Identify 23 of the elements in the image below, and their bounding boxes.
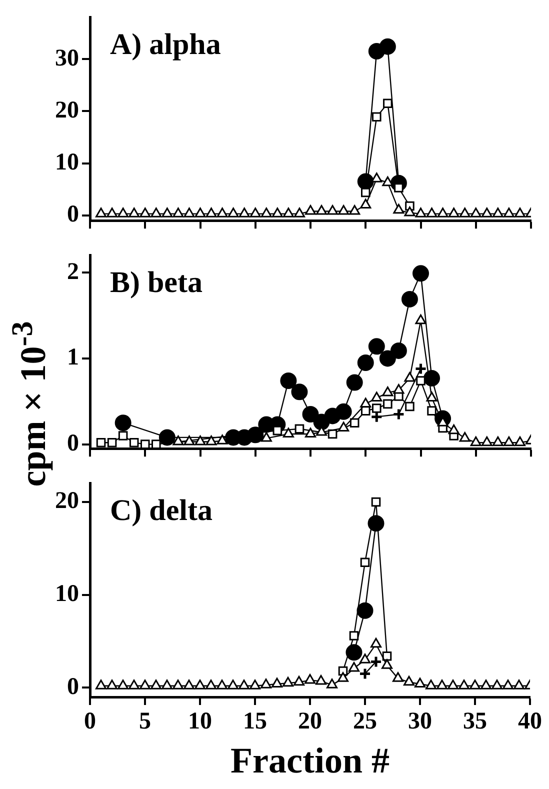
x-tick-label: 0 <box>84 708 96 735</box>
x-tick-label: 30 <box>408 708 432 735</box>
x-tick-label: 15 <box>243 708 267 735</box>
x-tick-label: 25 <box>353 708 377 735</box>
x-tick-label: 40 <box>518 708 542 735</box>
x-tick-label: 35 <box>463 708 487 735</box>
y-tick-label: 0 <box>67 674 79 700</box>
y-tick-label: 20 <box>55 488 79 514</box>
y-tick-label: 30 <box>55 45 79 72</box>
chart-title: B) beta <box>110 266 202 300</box>
y-tick-label: 10 <box>55 581 79 608</box>
y-tick-label: 2 <box>67 258 79 285</box>
y-tick-label: 1 <box>67 344 79 371</box>
y-tick-label: 10 <box>55 149 79 176</box>
x-axis-title: Fraction # <box>230 740 390 781</box>
y-tick-label: 0 <box>67 430 79 457</box>
x-tick-label: 10 <box>188 708 212 735</box>
y-tick-label: 0 <box>67 202 79 228</box>
x-tick-label: 5 <box>139 708 151 735</box>
chart-title: A) alpha <box>110 28 221 62</box>
y-tick-label: 20 <box>55 97 79 124</box>
chart-title: C) delta <box>110 494 212 528</box>
x-tick-label: 20 <box>298 708 322 735</box>
